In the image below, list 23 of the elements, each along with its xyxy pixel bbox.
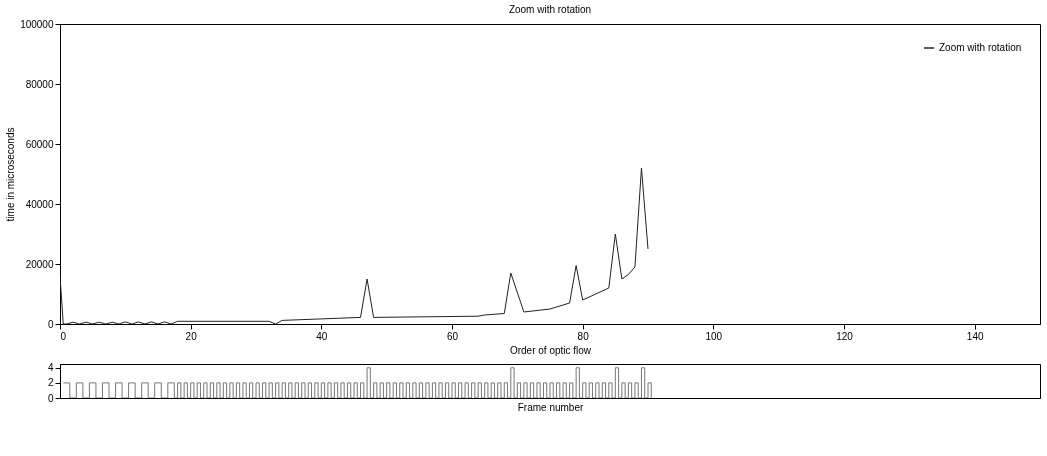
line-series (60, 167, 649, 324)
y-tick-label: 0 (47, 392, 54, 404)
chart-title: Zoom with rotation (508, 4, 592, 15)
y-tick-label: 2 (47, 377, 54, 389)
x-axis-title: Order of optic flow (509, 344, 592, 356)
y-tick-label: 100000 (20, 18, 54, 30)
x-axis-title: Frame number (517, 401, 584, 413)
legend-label: Zoom with rotation (939, 42, 1022, 53)
y-tick-label: 40000 (25, 198, 54, 210)
x-tick-label: 40 (316, 330, 328, 342)
y-tick-label: 80000 (25, 78, 54, 90)
x-tick-label: 100 (705, 330, 723, 342)
x-tick-label: 140 (966, 330, 984, 342)
x-tick-label: 120 (836, 330, 854, 342)
x-tick-label: 20 (185, 330, 198, 342)
x-tick-label: 0 (60, 330, 67, 342)
y-tick-label: 60000 (25, 138, 54, 150)
y-axis-title: time in microseconds (5, 127, 17, 222)
y-tick-label: 0 (47, 318, 54, 330)
y-tick-label: 20000 (25, 258, 54, 270)
x-tick-label: 60 (446, 330, 459, 342)
y-tick-label: 4 (47, 362, 54, 374)
x-tick-label: 80 (577, 330, 590, 342)
